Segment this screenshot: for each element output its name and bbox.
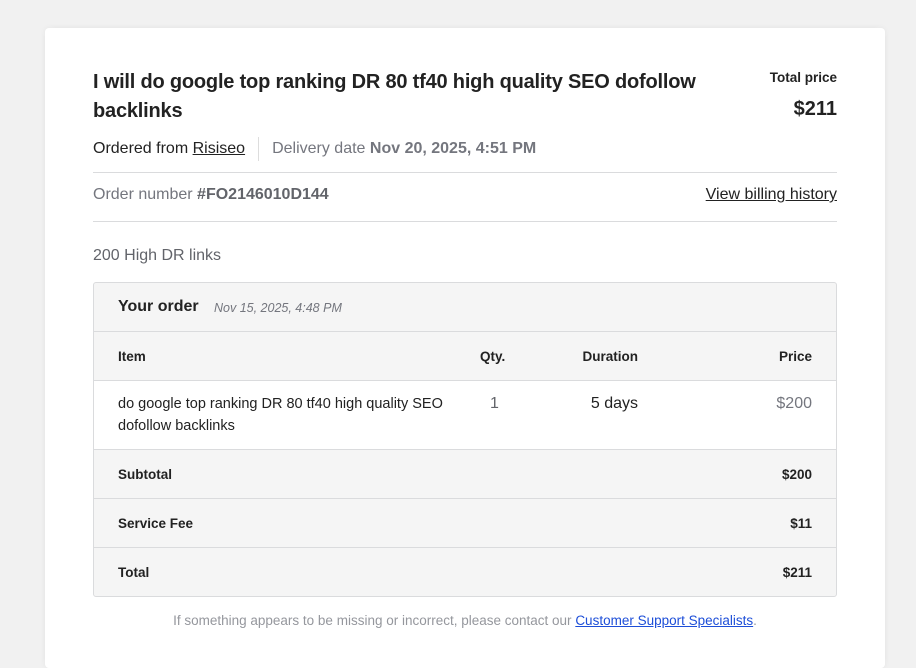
your-order-title: Your order bbox=[118, 298, 199, 315]
divider bbox=[93, 221, 837, 222]
subtotal-value: $200 bbox=[781, 467, 812, 482]
total-row: Total $211 bbox=[94, 548, 836, 596]
package-name: 200 High DR links bbox=[93, 247, 222, 264]
total-value: $211 bbox=[782, 565, 812, 580]
total-price-label: Total price bbox=[769, 70, 837, 85]
subtotal-row: Subtotal $200 bbox=[94, 450, 836, 499]
table-header-row: Item Qty. Duration Price bbox=[94, 332, 836, 381]
order-card: I will do google top ranking DR 80 tf40 … bbox=[45, 28, 885, 668]
delivery-label: Delivery date bbox=[272, 140, 366, 157]
total-label: Total bbox=[118, 565, 150, 580]
view-billing-history-link[interactable]: View billing history bbox=[705, 186, 837, 203]
gig-title: I will do google top ranking DR 80 tf40 … bbox=[93, 71, 696, 122]
support-text: If something appears to be missing or in… bbox=[173, 613, 576, 628]
service-fee-value: $11 bbox=[790, 516, 812, 531]
item-description: do google top ranking DR 80 tf40 high qu… bbox=[118, 396, 443, 434]
table-row: do google top ranking DR 80 tf40 high qu… bbox=[94, 381, 836, 450]
support-text-end: . bbox=[753, 613, 757, 628]
divider bbox=[93, 172, 837, 173]
order-meta: Ordered from Risiseo Delivery date Nov 2… bbox=[93, 137, 536, 161]
service-fee-label: Service Fee bbox=[118, 516, 194, 531]
subtotal-label: Subtotal bbox=[118, 467, 172, 482]
ordered-from-label: Ordered from bbox=[93, 140, 189, 157]
order-number-label: Order number bbox=[93, 186, 193, 203]
item-duration: 5 days bbox=[590, 395, 638, 412]
table-title-row: Your order Nov 15, 2025, 4:48 PM bbox=[94, 283, 836, 332]
seller-link[interactable]: Risiseo bbox=[192, 140, 246, 157]
order-number-value: #FO2146010D144 bbox=[197, 186, 329, 203]
delivery-date: Nov 20, 2025, 4:51 PM bbox=[369, 140, 537, 157]
divider bbox=[258, 137, 260, 161]
header-duration: Duration bbox=[582, 349, 639, 364]
total-price: $211 bbox=[793, 98, 837, 120]
customer-support-link[interactable]: Customer Support Specialists bbox=[575, 613, 754, 628]
header-item: Item bbox=[118, 349, 146, 364]
support-note: If something appears to be missing or in… bbox=[45, 613, 885, 628]
order-date: Nov 15, 2025, 4:48 PM bbox=[214, 301, 342, 315]
service-fee-row: Service Fee $11 bbox=[94, 499, 836, 548]
header-price: Price bbox=[778, 349, 812, 364]
order-number: Order number #FO2146010D144 bbox=[93, 186, 329, 204]
item-qty: 1 bbox=[490, 395, 499, 412]
header-qty: Qty. bbox=[480, 349, 506, 364]
item-price: $200 bbox=[776, 395, 812, 412]
order-table: Your order Nov 15, 2025, 4:48 PM Item Qt… bbox=[93, 282, 837, 597]
